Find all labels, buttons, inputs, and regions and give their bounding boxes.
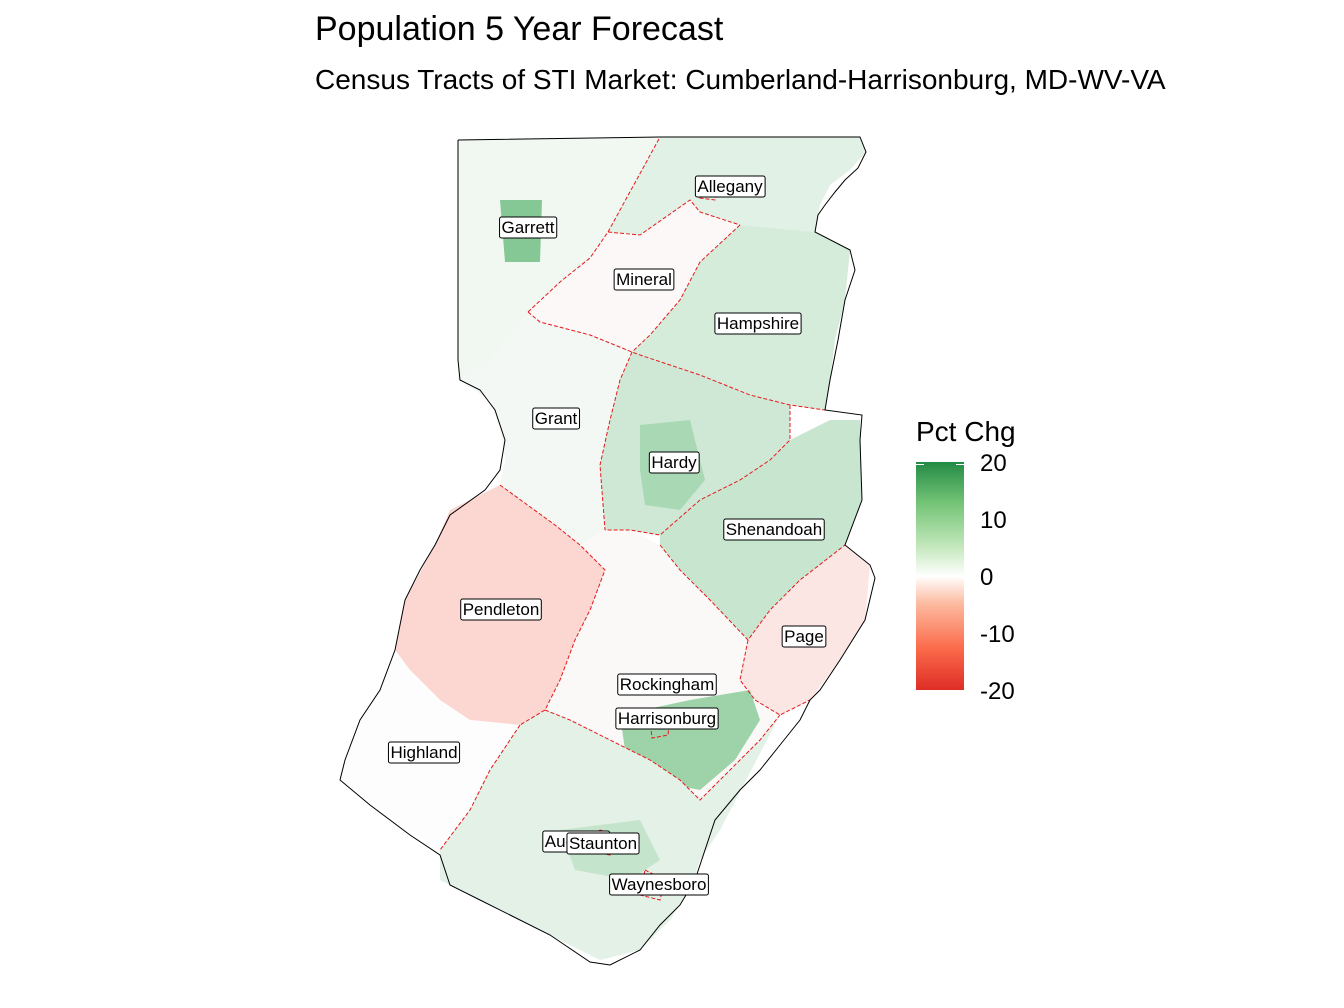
legend-colorbar — [916, 462, 964, 690]
legend: Pct Chg 20 10 0 -10 -20 — [916, 416, 1076, 706]
legend-tick-10: 10 — [980, 507, 1007, 534]
county-label-hardy: Hardy — [648, 451, 700, 474]
legend-tick-0: 0 — [980, 564, 994, 591]
county-label-text: Waynesboro — [612, 875, 707, 894]
legend-tick-20: 20 — [980, 450, 1007, 477]
county-label-harrisonburg: Harrisonburg — [615, 707, 719, 730]
county-label-text: Highland — [390, 743, 457, 762]
legend-tick-neg10: -10 — [980, 621, 1015, 648]
county-label-text: Hardy — [651, 453, 697, 472]
county-labels: Allegany Garrett Mineral Hampshire Grant Hard… — [387, 175, 827, 896]
county-label-pendleton: Pendleton — [460, 598, 542, 621]
legend-tickmark — [956, 464, 964, 465]
county-label-mineral: Mineral — [613, 268, 675, 291]
county-label-allegany: Allegany — [694, 175, 766, 198]
county-label-text: Grant — [535, 409, 578, 428]
legend-tickmark — [916, 464, 924, 465]
legend-tick-neg20: -20 — [980, 678, 1015, 705]
county-label-text: Garrett — [502, 218, 555, 237]
county-label-text: Page — [784, 627, 824, 646]
county-label-shenandoah: Shenandoah — [723, 518, 825, 541]
county-label-text: Shenandoah — [726, 520, 822, 539]
county-label-text: Rockingham — [620, 675, 715, 694]
county-label-text: Pendleton — [463, 600, 540, 619]
county-label-grant: Grant — [532, 407, 581, 430]
county-label-rockingham: Rockingham — [617, 673, 717, 696]
county-label-page: Page — [781, 625, 827, 648]
market-outline — [339, 136, 876, 966]
county-label-highland: Highland — [387, 741, 461, 764]
county-shape-garrett[interactable] — [458, 137, 660, 380]
county-label-garrett: Garrett — [499, 216, 558, 239]
map-title: Population 5 Year Forecast — [315, 10, 724, 48]
county-label-text: Allegany — [697, 177, 763, 196]
county-label-text: Staunton — [569, 834, 637, 853]
county-label-text: Hampshire — [717, 314, 799, 333]
county-label-hampshire: Hampshire — [714, 312, 802, 335]
county-label-text: Mineral — [616, 270, 672, 289]
county-label-waynesboro: Waynesboro — [609, 873, 709, 896]
legend-title: Pct Chg — [916, 416, 1016, 447]
county-label-staunton: Staunton — [566, 832, 640, 855]
map-subtitle: Census Tracts of STI Market: Cumberland-… — [315, 64, 1166, 95]
county-label-text: Harrisonburg — [618, 709, 716, 728]
